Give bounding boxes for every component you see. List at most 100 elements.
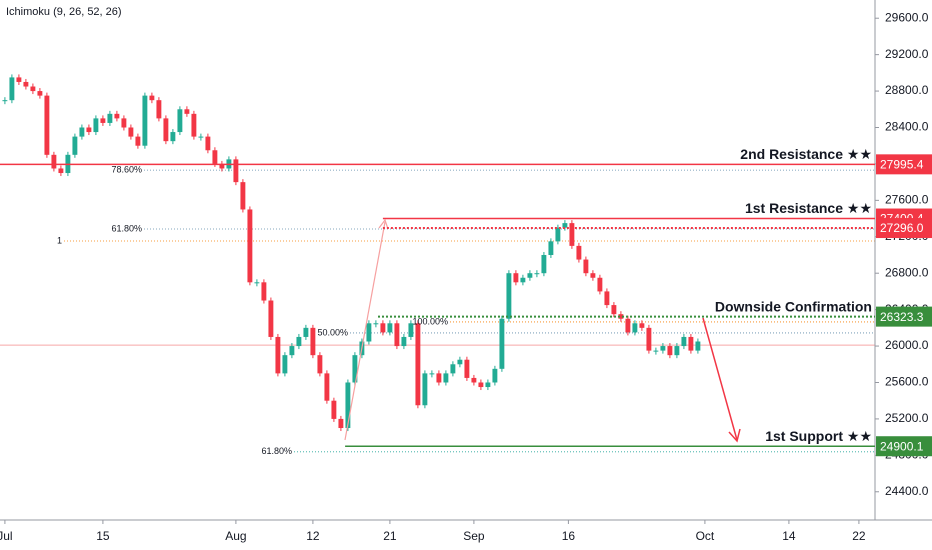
candle	[128, 127, 134, 137]
candle	[72, 136, 78, 155]
candle	[499, 318, 505, 369]
candle	[156, 100, 162, 119]
candle	[51, 154, 57, 169]
candle	[366, 323, 372, 342]
candle	[44, 95, 50, 155]
candle	[415, 323, 421, 406]
x-tick-label: Oct	[696, 529, 715, 543]
candle	[394, 323, 400, 347]
candle	[212, 150, 218, 164]
level-label: Downside Confirmation	[715, 298, 872, 314]
candle	[247, 209, 253, 283]
indicator-title: Ichimoku (9, 26, 52, 26)	[6, 6, 122, 18]
x-tick-label: 14	[782, 529, 796, 543]
candle	[79, 127, 85, 137]
x-tick-label: Aug	[225, 529, 246, 543]
candle	[296, 336, 302, 347]
candle	[317, 355, 323, 374]
candle	[184, 109, 190, 114]
candle	[639, 323, 645, 328]
y-tick-label: 24400.0	[885, 484, 929, 498]
candle	[219, 163, 225, 169]
candle	[667, 346, 673, 356]
candle	[464, 359, 470, 378]
candle	[191, 113, 197, 137]
candle	[408, 323, 414, 337]
candle	[555, 227, 561, 242]
fib-label: 1	[57, 235, 62, 245]
candle	[345, 382, 351, 429]
level-label: 1st Resistance ★★	[745, 200, 872, 216]
candle	[632, 323, 638, 333]
candle	[142, 95, 148, 146]
candle	[422, 373, 428, 406]
candle	[695, 341, 701, 351]
candle	[653, 350, 659, 352]
candle	[611, 305, 617, 315]
candle	[303, 327, 309, 337]
price-tag	[876, 154, 932, 175]
candle	[289, 346, 295, 356]
candle	[275, 336, 281, 374]
candle	[58, 168, 64, 174]
candle	[625, 318, 631, 333]
price-tag	[876, 218, 932, 239]
candle	[331, 400, 337, 419]
candle	[93, 118, 99, 133]
candle	[618, 314, 624, 319]
candle	[541, 254, 547, 274]
grid	[0, 169, 875, 453]
candle	[310, 327, 316, 356]
fib-label: 61.80%	[111, 223, 142, 233]
candle	[114, 113, 120, 119]
candle	[149, 95, 155, 101]
fib-label: 78.60%	[111, 164, 142, 174]
candle	[471, 377, 477, 383]
price-tag-label: 27995.4	[880, 158, 924, 172]
candle	[373, 323, 379, 325]
candle	[590, 273, 596, 278]
candle	[569, 223, 575, 246]
price-tag	[876, 306, 932, 327]
y-tick-label: 27600.0	[885, 193, 929, 207]
y-tick-label: 26800.0	[885, 265, 929, 279]
forecast-arrowhead	[728, 428, 741, 443]
x-tick-label: 12	[306, 529, 320, 543]
plot	[2, 74, 701, 432]
candle	[429, 373, 435, 375]
candle	[597, 277, 603, 292]
candle	[660, 346, 666, 351]
candle	[324, 373, 330, 401]
candle	[646, 327, 652, 351]
candle	[688, 336, 694, 351]
candle	[513, 273, 519, 283]
candle	[121, 118, 127, 128]
fib-label: 100.00%	[412, 316, 448, 326]
fib-label: 61.80%	[261, 446, 292, 456]
y-tick-label: 26000.0	[885, 338, 929, 352]
candle	[23, 81, 29, 87]
candle	[107, 113, 113, 123]
projection-arrowhead	[378, 218, 389, 230]
candle	[520, 277, 526, 283]
candle	[233, 159, 239, 183]
y-tick-label: 28400.0	[885, 120, 929, 134]
candle	[240, 182, 246, 210]
price-tag-label: 27296.0	[880, 221, 924, 235]
candle	[177, 109, 183, 133]
candle	[16, 77, 22, 82]
candle	[170, 132, 176, 142]
x-tick-label: 15	[96, 529, 110, 543]
candle	[527, 273, 533, 278]
candle	[380, 323, 386, 333]
x-tick-label: Sep	[463, 529, 485, 543]
y-tick-label: 25200.0	[885, 411, 929, 425]
x-tick-label: 21	[383, 529, 397, 543]
candle	[30, 86, 36, 92]
level-label: 1st Support ★★	[765, 428, 872, 444]
candle	[443, 373, 449, 383]
price-tag-label: 26323.3	[880, 310, 924, 324]
candle	[268, 300, 274, 337]
candle	[338, 418, 344, 429]
x-tick-label: Jul	[0, 529, 13, 543]
